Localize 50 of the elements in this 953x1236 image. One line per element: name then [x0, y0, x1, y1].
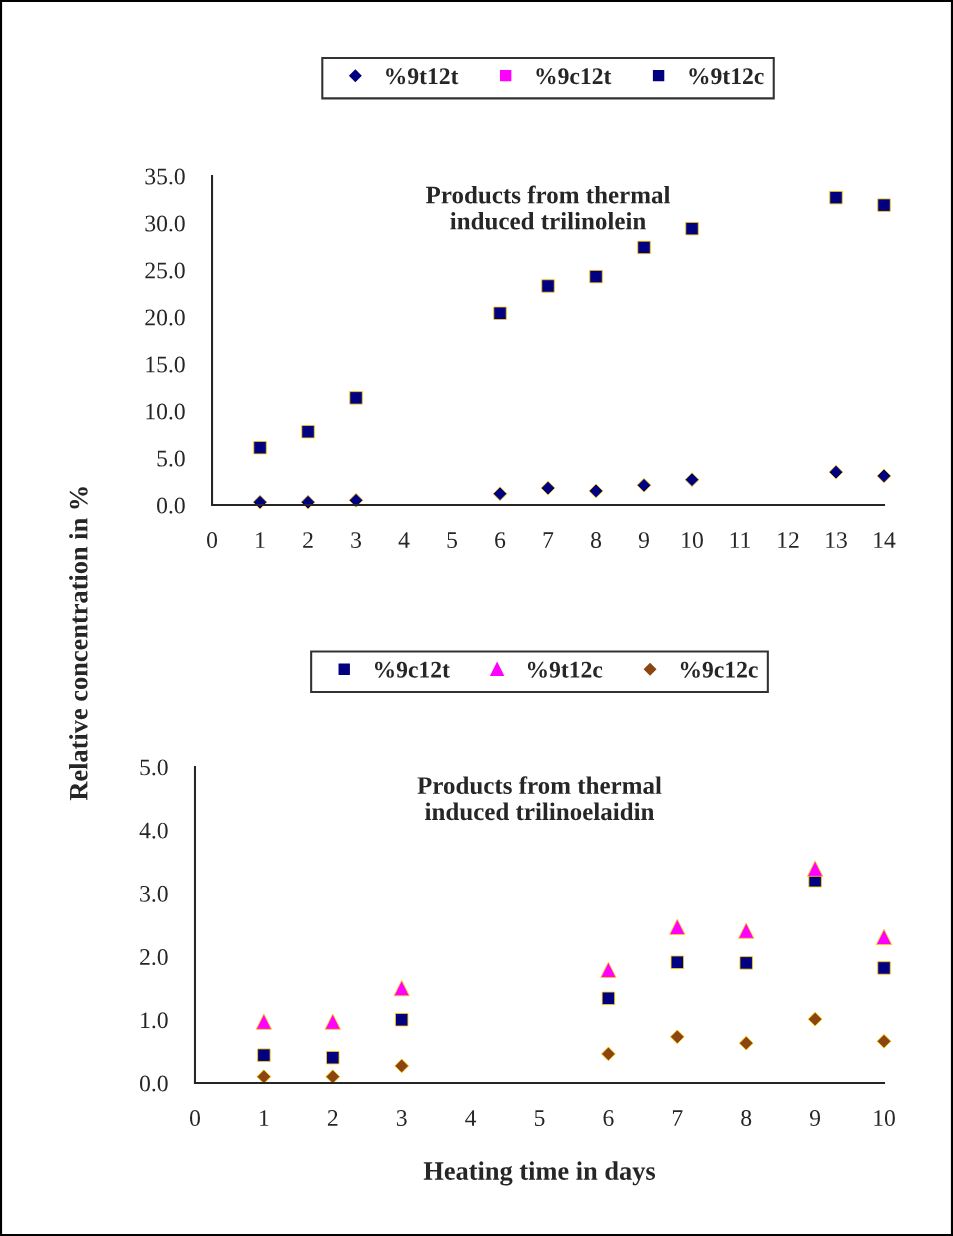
- x-tick-label: 8: [591, 532, 602, 549]
- x-tick-label: 8: [741, 1110, 752, 1126]
- x-tick-label: 12: [778, 532, 799, 548]
- legend-label: %9c12c: [680, 661, 758, 678]
- x-tick-label: 3: [351, 532, 362, 549]
- legend-label: %9c12t: [374, 661, 450, 678]
- x-tick-label: 14: [874, 532, 896, 548]
- x-tick-label: 4: [465, 1110, 477, 1126]
- x-tick-label: 1: [260, 1110, 269, 1126]
- y-tick-label: 4.0: [139, 822, 168, 839]
- text: Products from thermal induced trilinolein: [426, 185, 671, 230]
- x-tick-label: 2: [327, 1110, 338, 1126]
- y-tick-label: 5.0: [157, 450, 185, 467]
- x-tick-label: 10: [682, 532, 703, 549]
- x-tick-label: 6: [495, 532, 506, 549]
- x-tick-label: 7: [543, 532, 554, 548]
- x-tick-label: 6: [603, 1110, 614, 1126]
- x-tick-label: 13: [826, 532, 847, 549]
- x-tick-label: 5: [447, 532, 458, 549]
- y-tick-label: 3.0: [140, 885, 168, 902]
- legend-label: %9t12c: [527, 661, 603, 678]
- text: Products from thermal induced trilinoelaidin: [417, 776, 662, 821]
- y-tick-label: 35.0: [145, 168, 185, 185]
- y-tick-label: 2.0: [140, 949, 168, 966]
- x-tick-label: 0: [207, 532, 218, 549]
- legend-label: %9t12t: [386, 68, 459, 85]
- x-tick-label: 0: [189, 1110, 200, 1126]
- y-tick-label: 0.0: [157, 497, 185, 514]
- y-tick-label: 5.0: [140, 759, 168, 776]
- legend-label: %9c12t: [536, 68, 612, 85]
- y-tick-label: 10.0: [146, 403, 185, 420]
- y-tick-label: 20.0: [145, 309, 185, 326]
- x-tick-label: 3: [396, 1110, 407, 1126]
- legend-label: %9t12c: [689, 68, 764, 85]
- x-tick-label: 4: [398, 532, 410, 548]
- x-tick-label: 2: [303, 532, 313, 548]
- x-tick-label: 1: [256, 532, 265, 548]
- x-tick-label: 11: [730, 532, 750, 548]
- x-tick-label: 10: [874, 1110, 895, 1126]
- y-axis-title: Relative concentration in %: [69, 487, 88, 801]
- y-tick-label: 0.0: [139, 1075, 168, 1092]
- y-tick-label: 1.0: [141, 1012, 168, 1029]
- y-tick-label: 15.0: [146, 356, 185, 373]
- x-axis-title: Heating time in days: [423, 1161, 656, 1186]
- x-tick-label: 5: [534, 1110, 545, 1126]
- y-tick-label: 25.0: [145, 262, 185, 279]
- y-tick-label: 30.0: [145, 215, 185, 232]
- x-tick-label: 7: [672, 1110, 683, 1126]
- x-tick-label: 9: [638, 532, 649, 549]
- x-tick-label: 9: [809, 1110, 821, 1126]
